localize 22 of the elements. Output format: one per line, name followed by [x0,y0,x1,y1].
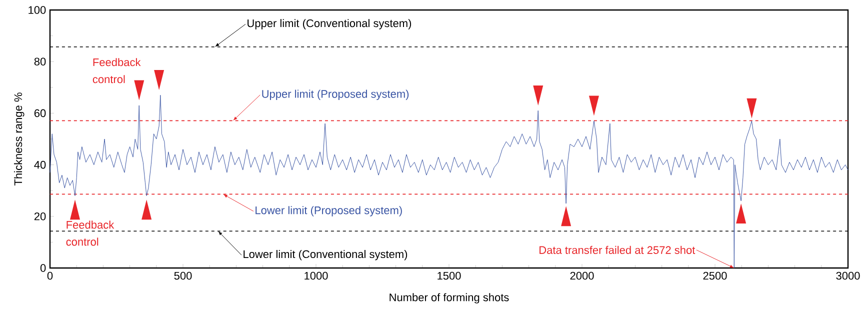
annotation: Feedback control [66,220,114,246]
annotation: Data transfer failed at 2572 shot [540,246,696,254]
annotation: Feedback control [92,58,141,84]
x-tick-label: 0 [47,272,53,280]
y-axis-title: Thickness range % [14,92,24,186]
y-tick-label: 100 [28,6,46,14]
x-tick-label: 500 [174,272,192,280]
x-tick-label: 1500 [438,272,461,280]
x-axis-title: Number of forming shots [390,293,509,304]
annotation: Lower limit (Proposed system) [256,206,402,216]
x-tick-label: 2000 [570,272,594,280]
annotation: Upper limit (Proposed system) [262,90,409,100]
y-tick-label: 60 [34,109,46,118]
x-tick-label: 3000 [836,272,860,280]
y-tick-label: 0 [40,264,46,272]
annotation: Lower limit (Conventional system) [244,250,408,260]
x-tick-label: 1000 [304,272,328,280]
annotation: Upper limit (Conventional system) [248,19,412,30]
x-tick-label: 2500 [703,272,727,280]
y-tick-label: 20 [34,212,46,220]
y-tick-label: 80 [34,58,46,66]
y-tick-label: 40 [34,160,46,169]
